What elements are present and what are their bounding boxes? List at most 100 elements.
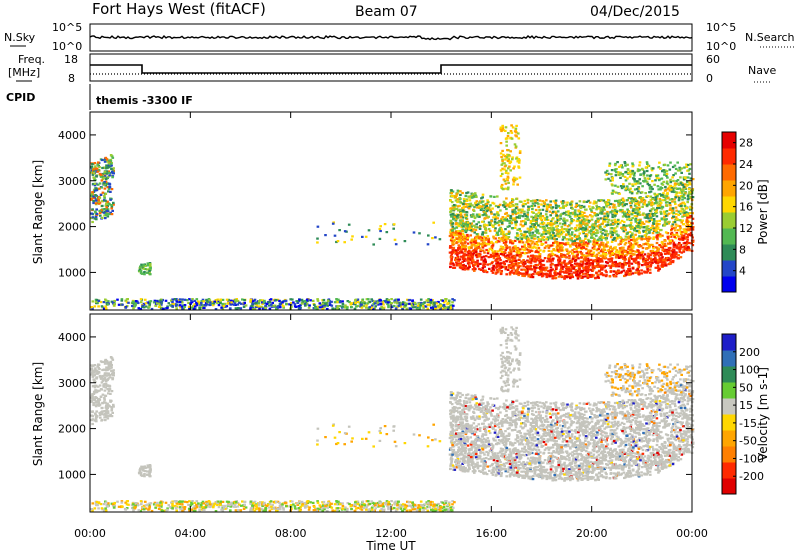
- heatmap-cell: [542, 235, 546, 239]
- heatmap-cell: [667, 249, 671, 252]
- heatmap-cell: [606, 249, 610, 252]
- heatmap-cell: [491, 244, 495, 247]
- heatmap-cell: [384, 300, 387, 303]
- heatmap-cell: [573, 227, 576, 230]
- heatmap-cell: [663, 224, 666, 227]
- heatmap-cell: [319, 303, 323, 306]
- heatmap-cell: [463, 240, 467, 244]
- heatmap-cell: [466, 233, 469, 237]
- heatmap-cell: [632, 246, 635, 249]
- heatmap-cell: [485, 271, 489, 274]
- heatmap-cell: [660, 264, 663, 267]
- heatmap-cell: [624, 188, 628, 191]
- heatmap-cell: [656, 223, 659, 226]
- heatmap-cell: [641, 235, 644, 238]
- heatmap-cell: [105, 302, 109, 305]
- heatmap-cell: [600, 199, 603, 202]
- heatmap-cell: [668, 235, 671, 238]
- heatmap-cell: [680, 192, 684, 195]
- heatmap-cell: [574, 209, 577, 212]
- heatmap-cell: [636, 206, 639, 210]
- heatmap-cell: [472, 228, 475, 231]
- heatmap-cell: [638, 211, 641, 214]
- heatmap-cell: [219, 299, 222, 302]
- heatmap-cell: [492, 265, 495, 268]
- heatmap-cell: [555, 214, 559, 217]
- heatmap-cell: [96, 170, 100, 173]
- heatmap-cell: [605, 212, 609, 215]
- heatmap-cell: [622, 224, 625, 227]
- heatmap-cell: [521, 272, 524, 275]
- heatmap-cell: [389, 302, 393, 305]
- heatmap-cell: [506, 254, 509, 257]
- heatmap-cell: [95, 198, 98, 201]
- heatmap-cell: [651, 202, 655, 206]
- heatmap-cell: [181, 307, 184, 311]
- heatmap-cell: [660, 212, 663, 215]
- freq-unit-label: [MHz]: [8, 66, 40, 79]
- heatmap-cell: [567, 212, 571, 215]
- heatmap-cell: [563, 254, 567, 257]
- heatmap-cell: [605, 224, 608, 227]
- heatmap-cell: [647, 221, 651, 224]
- heatmap-cell: [304, 301, 308, 304]
- heatmap-cell: [577, 251, 580, 254]
- heatmap-cell: [660, 241, 664, 244]
- heatmap-cell: [631, 162, 634, 165]
- heatmap-cell: [616, 255, 620, 258]
- heatmap-cell: [459, 255, 463, 258]
- heatmap-cell: [187, 301, 190, 304]
- heatmap-cell: [602, 245, 606, 248]
- heatmap-cell: [496, 255, 499, 258]
- heatmap-cell: [677, 204, 681, 207]
- heatmap-cell: [98, 211, 102, 215]
- heatmap-cell: [483, 211, 487, 214]
- heatmap-cell: [140, 272, 144, 275]
- heatmap-cell: [535, 250, 538, 253]
- heatmap-cell: [187, 305, 191, 308]
- heatmap-cell: [617, 201, 620, 204]
- heatmap-cell: [253, 298, 257, 301]
- heatmap-cell: [500, 219, 503, 222]
- heatmap-cell: [540, 233, 544, 236]
- heatmap-cell: [672, 252, 676, 255]
- heatmap-cell: [641, 250, 645, 253]
- heatmap-cell: [632, 229, 636, 232]
- heatmap-cell: [105, 214, 108, 217]
- heatmap-cell: [439, 307, 442, 310]
- heatmap-cell: [469, 251, 473, 254]
- heatmap-cell: [669, 258, 672, 261]
- heatmap-cell: [507, 258, 510, 261]
- heatmap-cell: [631, 216, 634, 220]
- heatmap-cell: [644, 229, 648, 232]
- heatmap-cell: [523, 220, 526, 223]
- heatmap-cell: [232, 303, 236, 306]
- heatmap-cell: [539, 268, 543, 271]
- heatmap-cell: [397, 304, 401, 307]
- heatmap-cell: [681, 208, 685, 211]
- heatmap-cell: [362, 301, 366, 304]
- heatmap-cell: [107, 164, 110, 167]
- heatmap-cell: [572, 271, 576, 274]
- heatmap-cell: [502, 253, 506, 256]
- heatmap-cell: [570, 231, 574, 234]
- heatmap-cell: [513, 239, 517, 242]
- heatmap-cell: [413, 301, 417, 304]
- heatmap-cell: [599, 217, 603, 220]
- heatmap-cell: [350, 305, 353, 309]
- heatmap-cell: [316, 298, 319, 301]
- heatmap-cell: [646, 263, 650, 266]
- heatmap-cell: [93, 217, 97, 220]
- heatmap-cell: [649, 254, 652, 257]
- heatmap-cell: [488, 208, 492, 211]
- heatmap-cell: [617, 234, 620, 237]
- heatmap-cell: [458, 222, 462, 226]
- heatmap-cell: [655, 200, 658, 203]
- heatmap-cell: [545, 266, 549, 269]
- heatmap-cell: [647, 243, 650, 246]
- heatmap-cell: [684, 183, 687, 186]
- heatmap-cell: [95, 189, 99, 192]
- heatmap-cell: [687, 241, 691, 245]
- heatmap-cell: [686, 214, 690, 217]
- heatmap-cell: [107, 187, 111, 190]
